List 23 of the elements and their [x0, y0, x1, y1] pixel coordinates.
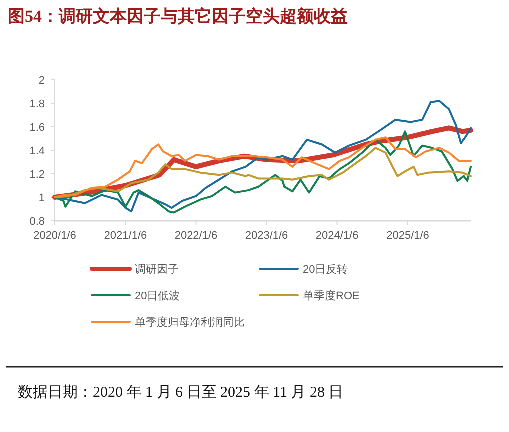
chart-title: 图54：调研文本因子与其它因子空头超额收益	[8, 7, 348, 26]
legend-label: 20日反转	[303, 262, 348, 276]
y-tick-label: 0.8	[30, 216, 45, 228]
y-tick-label: 1.4	[30, 145, 45, 158]
y-tick-label: 2	[38, 74, 45, 87]
x-tick-label: 2023/1/6	[245, 230, 288, 242]
x-tick-label: 2021/1/6	[104, 230, 148, 242]
line-series	[54, 147, 472, 198]
y-tick-label: 1	[38, 192, 45, 204]
line-series	[54, 136, 472, 198]
x-tick-label: 2024/1/6	[316, 230, 359, 242]
line-series	[54, 130, 472, 214]
y-tick-label: 1.2	[30, 168, 45, 181]
legend-label: 单季度ROE	[303, 289, 360, 302]
x-tick-label: 2022/1/6	[174, 230, 218, 242]
y-tick-label: 1.8	[30, 98, 45, 110]
y-tick-label: 1.6	[30, 122, 45, 134]
text: 数据日期：2020 年 1 月 6 日至 2025 年 11 月 28 日	[18, 384, 344, 401]
legend-label: 调研因子	[135, 264, 179, 276]
legend-label: 单季度归母净利润同比	[135, 316, 245, 329]
x-tick-label: 2025/1/6	[386, 230, 430, 242]
legend-label: 20日低波	[135, 289, 180, 302]
x-tick-label: 2020/1/6	[34, 230, 76, 242]
